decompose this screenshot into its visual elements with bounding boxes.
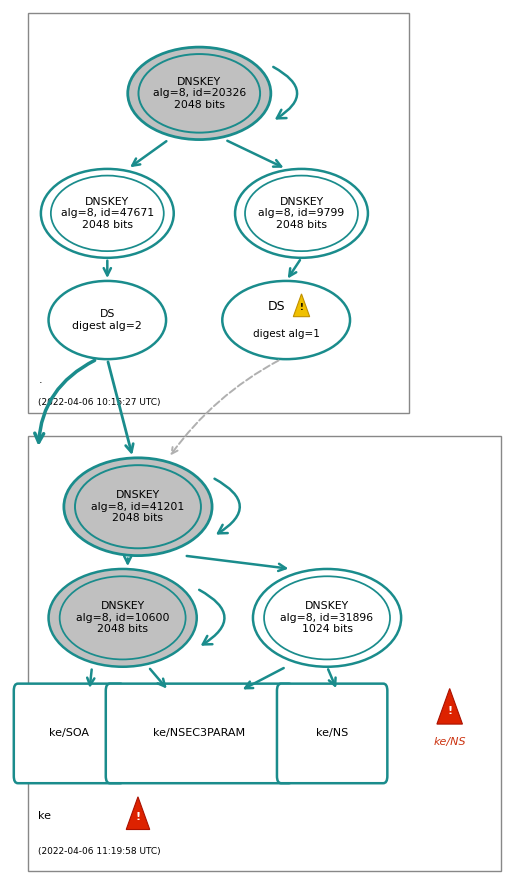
Text: (2022-04-06 10:15:27 UTC): (2022-04-06 10:15:27 UTC) bbox=[38, 398, 161, 407]
FancyBboxPatch shape bbox=[28, 13, 409, 413]
FancyArrowPatch shape bbox=[215, 478, 240, 533]
Text: digest alg=1: digest alg=1 bbox=[253, 329, 319, 340]
Ellipse shape bbox=[60, 576, 185, 660]
FancyBboxPatch shape bbox=[28, 436, 501, 871]
Ellipse shape bbox=[41, 169, 174, 258]
Text: !: ! bbox=[447, 706, 452, 716]
Text: DS
digest alg=2: DS digest alg=2 bbox=[73, 309, 142, 331]
Text: !: ! bbox=[135, 813, 141, 822]
Ellipse shape bbox=[245, 176, 358, 252]
Ellipse shape bbox=[49, 281, 166, 359]
FancyBboxPatch shape bbox=[14, 684, 124, 783]
FancyBboxPatch shape bbox=[106, 684, 293, 783]
Text: DNSKEY
alg=8, id=31896
1024 bits: DNSKEY alg=8, id=31896 1024 bits bbox=[281, 601, 374, 635]
Ellipse shape bbox=[128, 47, 271, 140]
Text: DS: DS bbox=[268, 300, 286, 313]
Ellipse shape bbox=[51, 176, 164, 252]
Text: DNSKEY
alg=8, id=20326
2048 bits: DNSKEY alg=8, id=20326 2048 bits bbox=[153, 76, 246, 110]
Polygon shape bbox=[126, 797, 150, 829]
Ellipse shape bbox=[138, 54, 260, 132]
Polygon shape bbox=[437, 688, 462, 724]
Text: DNSKEY
alg=8, id=41201
2048 bits: DNSKEY alg=8, id=41201 2048 bits bbox=[91, 490, 184, 524]
Ellipse shape bbox=[222, 281, 350, 359]
Text: DNSKEY
alg=8, id=9799
2048 bits: DNSKEY alg=8, id=9799 2048 bits bbox=[259, 196, 344, 230]
Ellipse shape bbox=[75, 465, 201, 549]
Ellipse shape bbox=[253, 569, 401, 667]
Text: ke: ke bbox=[38, 811, 51, 821]
Text: ke/NSEC3PARAM: ke/NSEC3PARAM bbox=[153, 728, 245, 739]
FancyArrowPatch shape bbox=[199, 589, 224, 645]
Text: ke/NS: ke/NS bbox=[316, 728, 349, 739]
FancyArrowPatch shape bbox=[273, 67, 297, 118]
Text: ke/SOA: ke/SOA bbox=[49, 728, 89, 739]
Text: (2022-04-06 11:19:58 UTC): (2022-04-06 11:19:58 UTC) bbox=[38, 847, 161, 856]
Ellipse shape bbox=[264, 576, 390, 660]
Text: ke/NS: ke/NS bbox=[433, 737, 466, 748]
Text: DNSKEY
alg=8, id=47671
2048 bits: DNSKEY alg=8, id=47671 2048 bits bbox=[61, 196, 154, 230]
Text: !: ! bbox=[299, 303, 304, 312]
Ellipse shape bbox=[49, 569, 197, 667]
FancyBboxPatch shape bbox=[277, 684, 387, 783]
Ellipse shape bbox=[235, 169, 368, 258]
Ellipse shape bbox=[64, 458, 212, 556]
Text: .: . bbox=[38, 374, 42, 385]
Text: DNSKEY
alg=8, id=10600
2048 bits: DNSKEY alg=8, id=10600 2048 bits bbox=[76, 601, 169, 635]
Polygon shape bbox=[293, 294, 310, 316]
